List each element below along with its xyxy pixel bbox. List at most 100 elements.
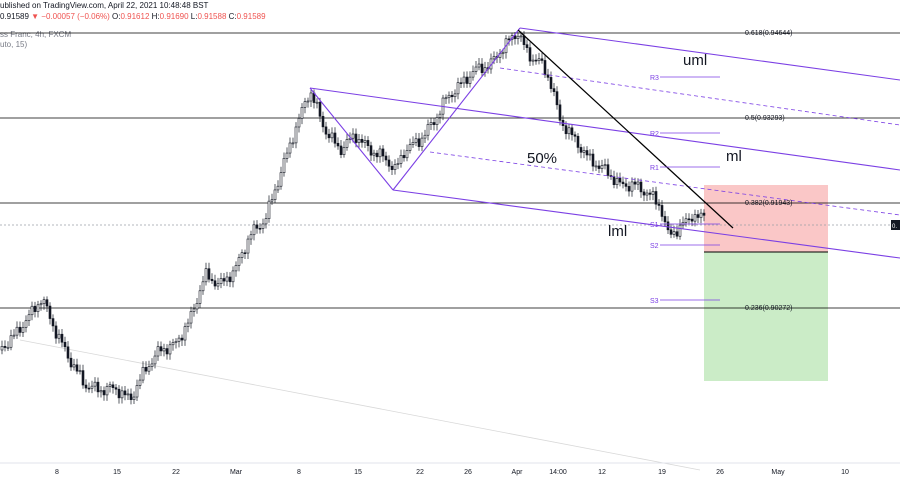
candle-body: [423, 134, 427, 139]
candle-body: [123, 390, 127, 396]
candle-body: [54, 325, 58, 339]
candle-body: [600, 165, 604, 169]
candle-body: [678, 224, 682, 237]
candle-body: [696, 214, 700, 218]
candle-body: [570, 127, 574, 136]
candle-body: [477, 63, 481, 68]
candle-body: [552, 88, 556, 92]
candle-body: [684, 218, 688, 223]
x-tick-label: 26: [464, 469, 472, 476]
candle-body: [408, 144, 412, 151]
stop-loss-zone: [704, 185, 828, 252]
fib-label-0382: 0.382(0.91943): [745, 200, 792, 207]
candle-body: [81, 370, 85, 386]
candle-body: [300, 107, 304, 119]
candle-body: [228, 276, 232, 283]
pitchfork-handle: [392, 27, 521, 191]
candle-body: [531, 59, 535, 62]
high-value: 0.91690: [159, 12, 189, 21]
candle-body: [219, 278, 223, 284]
candle-body: [492, 56, 496, 60]
x-tick-label: May: [771, 469, 785, 476]
candle-body: [522, 35, 526, 45]
open-label: O:: [112, 12, 121, 21]
candle-body: [702, 212, 706, 216]
candle-body: [369, 145, 373, 156]
candle-body: [393, 164, 397, 170]
candle-body: [360, 138, 364, 143]
candle-body: [651, 191, 655, 195]
candle-body: [567, 127, 571, 135]
pivot-r1: R1: [650, 165, 659, 172]
take-profit-zone: [704, 252, 828, 381]
candle-body: [252, 224, 256, 236]
candle-body: [402, 155, 406, 159]
candle-body: [603, 164, 607, 166]
candle-body: [399, 155, 403, 164]
candle-body: [309, 92, 313, 102]
candle-body: [537, 58, 541, 62]
candle-body: [84, 384, 88, 389]
x-tick-label: 12: [598, 469, 606, 476]
candle-body: [264, 218, 268, 225]
faint-trendline: [19, 339, 701, 471]
candle-body: [240, 252, 244, 258]
candle-body: [417, 138, 421, 147]
candle-body: [48, 305, 52, 319]
candle-body: [462, 76, 466, 84]
x-tick-label: 8: [55, 469, 59, 476]
candle-body: [0, 345, 4, 351]
candle-body: [288, 142, 292, 154]
candle-body: [555, 91, 559, 106]
x-tick-label: 15: [113, 469, 121, 476]
candle-body: [690, 218, 694, 222]
candle-body: [615, 178, 619, 185]
candle-body: [333, 132, 337, 144]
pitchfork: [309, 27, 900, 259]
candle-body: [453, 93, 457, 98]
candle-body: [435, 117, 439, 125]
candle-body: [396, 163, 400, 165]
candle-body: [390, 165, 394, 170]
candle-body: [111, 384, 115, 388]
candle-body: [378, 148, 382, 158]
candles: [0, 31, 706, 405]
candle-body: [357, 138, 361, 143]
low-value: 0.91588: [197, 12, 227, 21]
symbol-text: ss Franc, 4h, FXCM: [0, 30, 72, 39]
candle-body: [249, 234, 253, 240]
x-tick-label: 22: [416, 469, 424, 476]
candle-body: [573, 134, 577, 137]
candle-body: [513, 35, 517, 40]
low-label: L:: [190, 12, 198, 21]
annotation-lml: lml: [608, 223, 627, 240]
pitchfork-upper-median: [519, 27, 900, 81]
candle-body: [324, 126, 328, 135]
candle-body: [654, 191, 658, 205]
candle-body: [210, 278, 214, 282]
high-label: H:: [151, 12, 160, 21]
candle-body: [303, 101, 307, 108]
candle-body: [687, 218, 691, 221]
candle-body: [501, 52, 505, 55]
candle-body: [588, 153, 592, 156]
candle-body: [366, 140, 370, 146]
candle-body: [411, 142, 415, 145]
candle-body: [528, 47, 532, 62]
candle-body: [120, 390, 124, 399]
candle-body: [444, 97, 448, 100]
candle-body: [624, 183, 628, 187]
candle-body: [633, 181, 637, 185]
candle-body: [318, 101, 322, 117]
candle-body: [63, 341, 67, 348]
candle-body: [534, 59, 538, 62]
candle-body: [27, 314, 31, 322]
candle-body: [471, 71, 475, 78]
pitchfork-lower-median: [392, 189, 900, 259]
candle-body: [144, 366, 148, 372]
candle-body: [156, 346, 160, 357]
candle-body: [171, 342, 175, 346]
header-line-1: ublished on TradingView.com, April 22, 2…: [0, 1, 208, 10]
candle-body: [381, 148, 385, 157]
